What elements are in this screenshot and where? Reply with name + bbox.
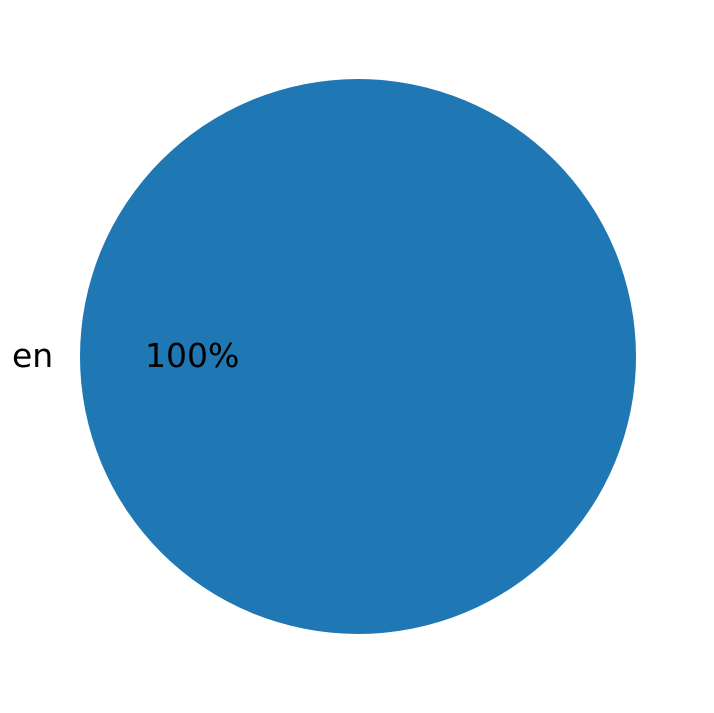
pie-slice-en[interactable] bbox=[80, 79, 636, 634]
pie-slice-label-en: en bbox=[12, 336, 54, 375]
pie-slice-percent-en: 100% bbox=[145, 336, 240, 375]
